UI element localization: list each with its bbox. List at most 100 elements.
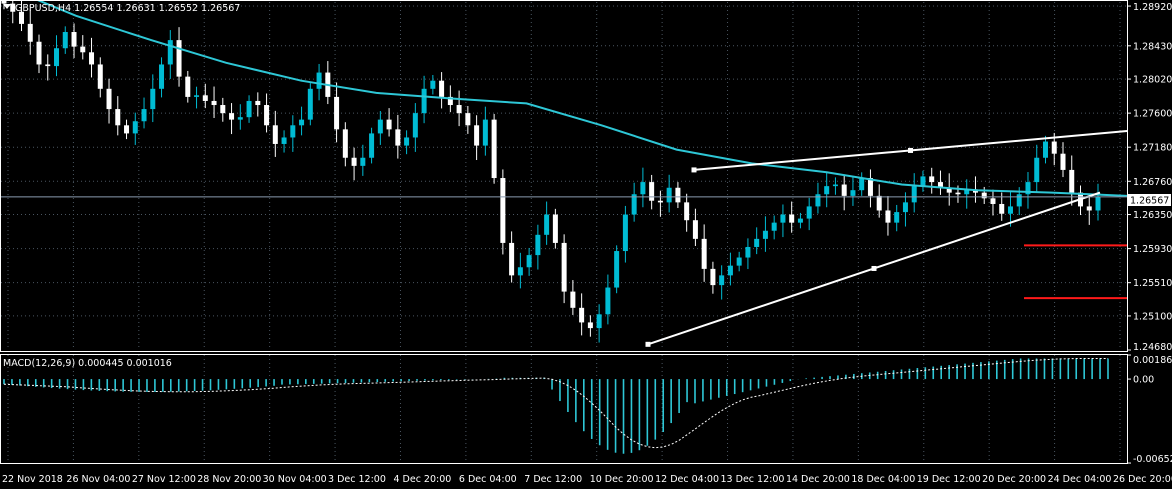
trendline-midpoint[interactable]: [908, 147, 913, 153]
candle-bullish: [745, 246, 751, 258]
candle-bullish: [815, 194, 821, 207]
candle-bearish: [990, 198, 996, 204]
candle-bearish: [1051, 141, 1057, 154]
candle-bullish: [780, 214, 786, 223]
candle-bearish: [710, 268, 716, 286]
candle-bullish: [482, 119, 488, 146]
candle-bullish: [894, 212, 900, 223]
candle-bullish: [824, 186, 830, 195]
candle-bullish: [360, 157, 366, 166]
candle-bullish: [1016, 194, 1022, 207]
candle-bearish: [500, 178, 506, 243]
candle-bearish: [19, 11, 25, 24]
price-panel[interactable]: [1, 0, 1128, 347]
candle-bullish: [754, 238, 760, 247]
candle-bearish: [185, 76, 191, 97]
candle-bearish: [202, 95, 208, 101]
y-tick-label: 1.25930: [1133, 244, 1172, 255]
candle-bullish: [605, 287, 611, 315]
macd-label: MACD(12,26,9) 0.000445 0.001016: [3, 358, 172, 369]
candle-bullish: [631, 194, 637, 215]
candle-bearish: [579, 307, 585, 323]
candle-bearish: [867, 178, 873, 196]
candle-bearish: [36, 41, 42, 65]
candle-bullish: [544, 214, 550, 235]
candle-bearish: [10, 3, 16, 12]
y-tick-label: 1.28020: [1133, 75, 1172, 86]
trendline-midpoint[interactable]: [871, 265, 877, 271]
y-tick-label: 1.27180: [1133, 143, 1172, 154]
x-tick-label: 3 Dec 12:00: [328, 474, 386, 485]
candle-bearish: [587, 322, 593, 329]
candle-bearish: [97, 64, 103, 89]
y-tick-label: 1.25100: [1133, 311, 1172, 322]
candle-bullish: [159, 64, 165, 89]
candle-bullish: [141, 109, 147, 122]
candle-bullish: [736, 257, 742, 266]
triangle-down-icon[interactable]: [3, 4, 11, 9]
candle-bullish: [1025, 182, 1031, 195]
candle-bullish: [762, 230, 768, 239]
candle-bullish: [132, 121, 138, 134]
candle-bearish: [89, 52, 95, 65]
candle-bullish: [640, 182, 646, 195]
candle-bearish: [675, 187, 681, 203]
y-tick-label: 1.25510: [1133, 278, 1172, 289]
candle-bullish: [832, 184, 838, 187]
candle-bullish: [62, 32, 68, 49]
candle-bearish: [789, 214, 795, 223]
candle-bullish: [517, 267, 523, 276]
candle-bullish: [596, 314, 602, 329]
macd-signal-line: [3, 358, 1108, 449]
x-tick-label: 22 Nov 2018: [2, 474, 63, 485]
candle-bullish: [850, 190, 856, 196]
x-tick-label: 24 Dec 04:00: [1048, 474, 1112, 485]
candle-bullish: [412, 113, 418, 138]
candle-bullish: [316, 72, 322, 89]
candle-bearish: [386, 119, 392, 130]
candle-bearish: [351, 157, 357, 166]
current-price-label: 1.26567: [1130, 196, 1169, 207]
x-tick-label: 4 Dec 20:00: [393, 474, 451, 485]
candle-bullish: [911, 186, 917, 203]
candle-bullish: [307, 88, 313, 120]
candle-bullish: [194, 95, 200, 97]
x-tick-label: 27 Nov 12:00: [132, 474, 196, 485]
moving-average-line: [34, 0, 1128, 197]
candle-bullish: [526, 255, 532, 268]
candle-bearish: [955, 192, 961, 195]
candle-bearish: [264, 105, 270, 126]
candle-bearish: [456, 105, 462, 114]
candle-bearish: [45, 64, 51, 67]
candle-bearish: [124, 125, 130, 134]
candle-bearish: [342, 129, 348, 158]
x-tick-label: 18 Dec 04:00: [851, 474, 915, 485]
x-tick-label: 6 Dec 04:00: [459, 474, 517, 485]
y-tick-label: 1.26350: [1133, 210, 1172, 221]
macd-panel[interactable]: [3, 358, 1109, 454]
x-tick-label: 19 Dec 12:00: [917, 474, 981, 485]
candle-bearish: [1086, 206, 1092, 211]
candle-bullish: [1095, 196, 1101, 211]
macd-tick-label: 0.00: [1133, 375, 1154, 386]
x-tick-label: 12 Dec 04:00: [655, 474, 719, 485]
candle-bullish: [797, 218, 803, 223]
x-tick-label: 20 Dec 20:00: [982, 474, 1046, 485]
candle-bullish: [237, 117, 243, 120]
candle-bearish: [876, 195, 882, 211]
candle-bullish: [54, 48, 60, 67]
candle-bearish: [272, 125, 278, 144]
candle-bearish: [447, 96, 453, 106]
y-tick-label: 1.28430: [1133, 41, 1172, 52]
trendline-anchor[interactable]: [645, 341, 651, 347]
trendline-anchor[interactable]: [691, 167, 697, 173]
candle-bearish: [684, 202, 690, 221]
candle-bearish: [649, 182, 655, 201]
candle-bullish: [1042, 141, 1048, 158]
candle-bullish: [369, 133, 375, 158]
price-axis: 1.28920 1.28430 1.28020 1.27600 1.27180 1.267…: [1127, 2, 1172, 353]
macd-axis: 0.001867 0.00 -0.006524: [1127, 354, 1172, 465]
candle-bearish: [474, 125, 480, 146]
x-tick-label: 30 Nov 04:00: [263, 474, 327, 485]
